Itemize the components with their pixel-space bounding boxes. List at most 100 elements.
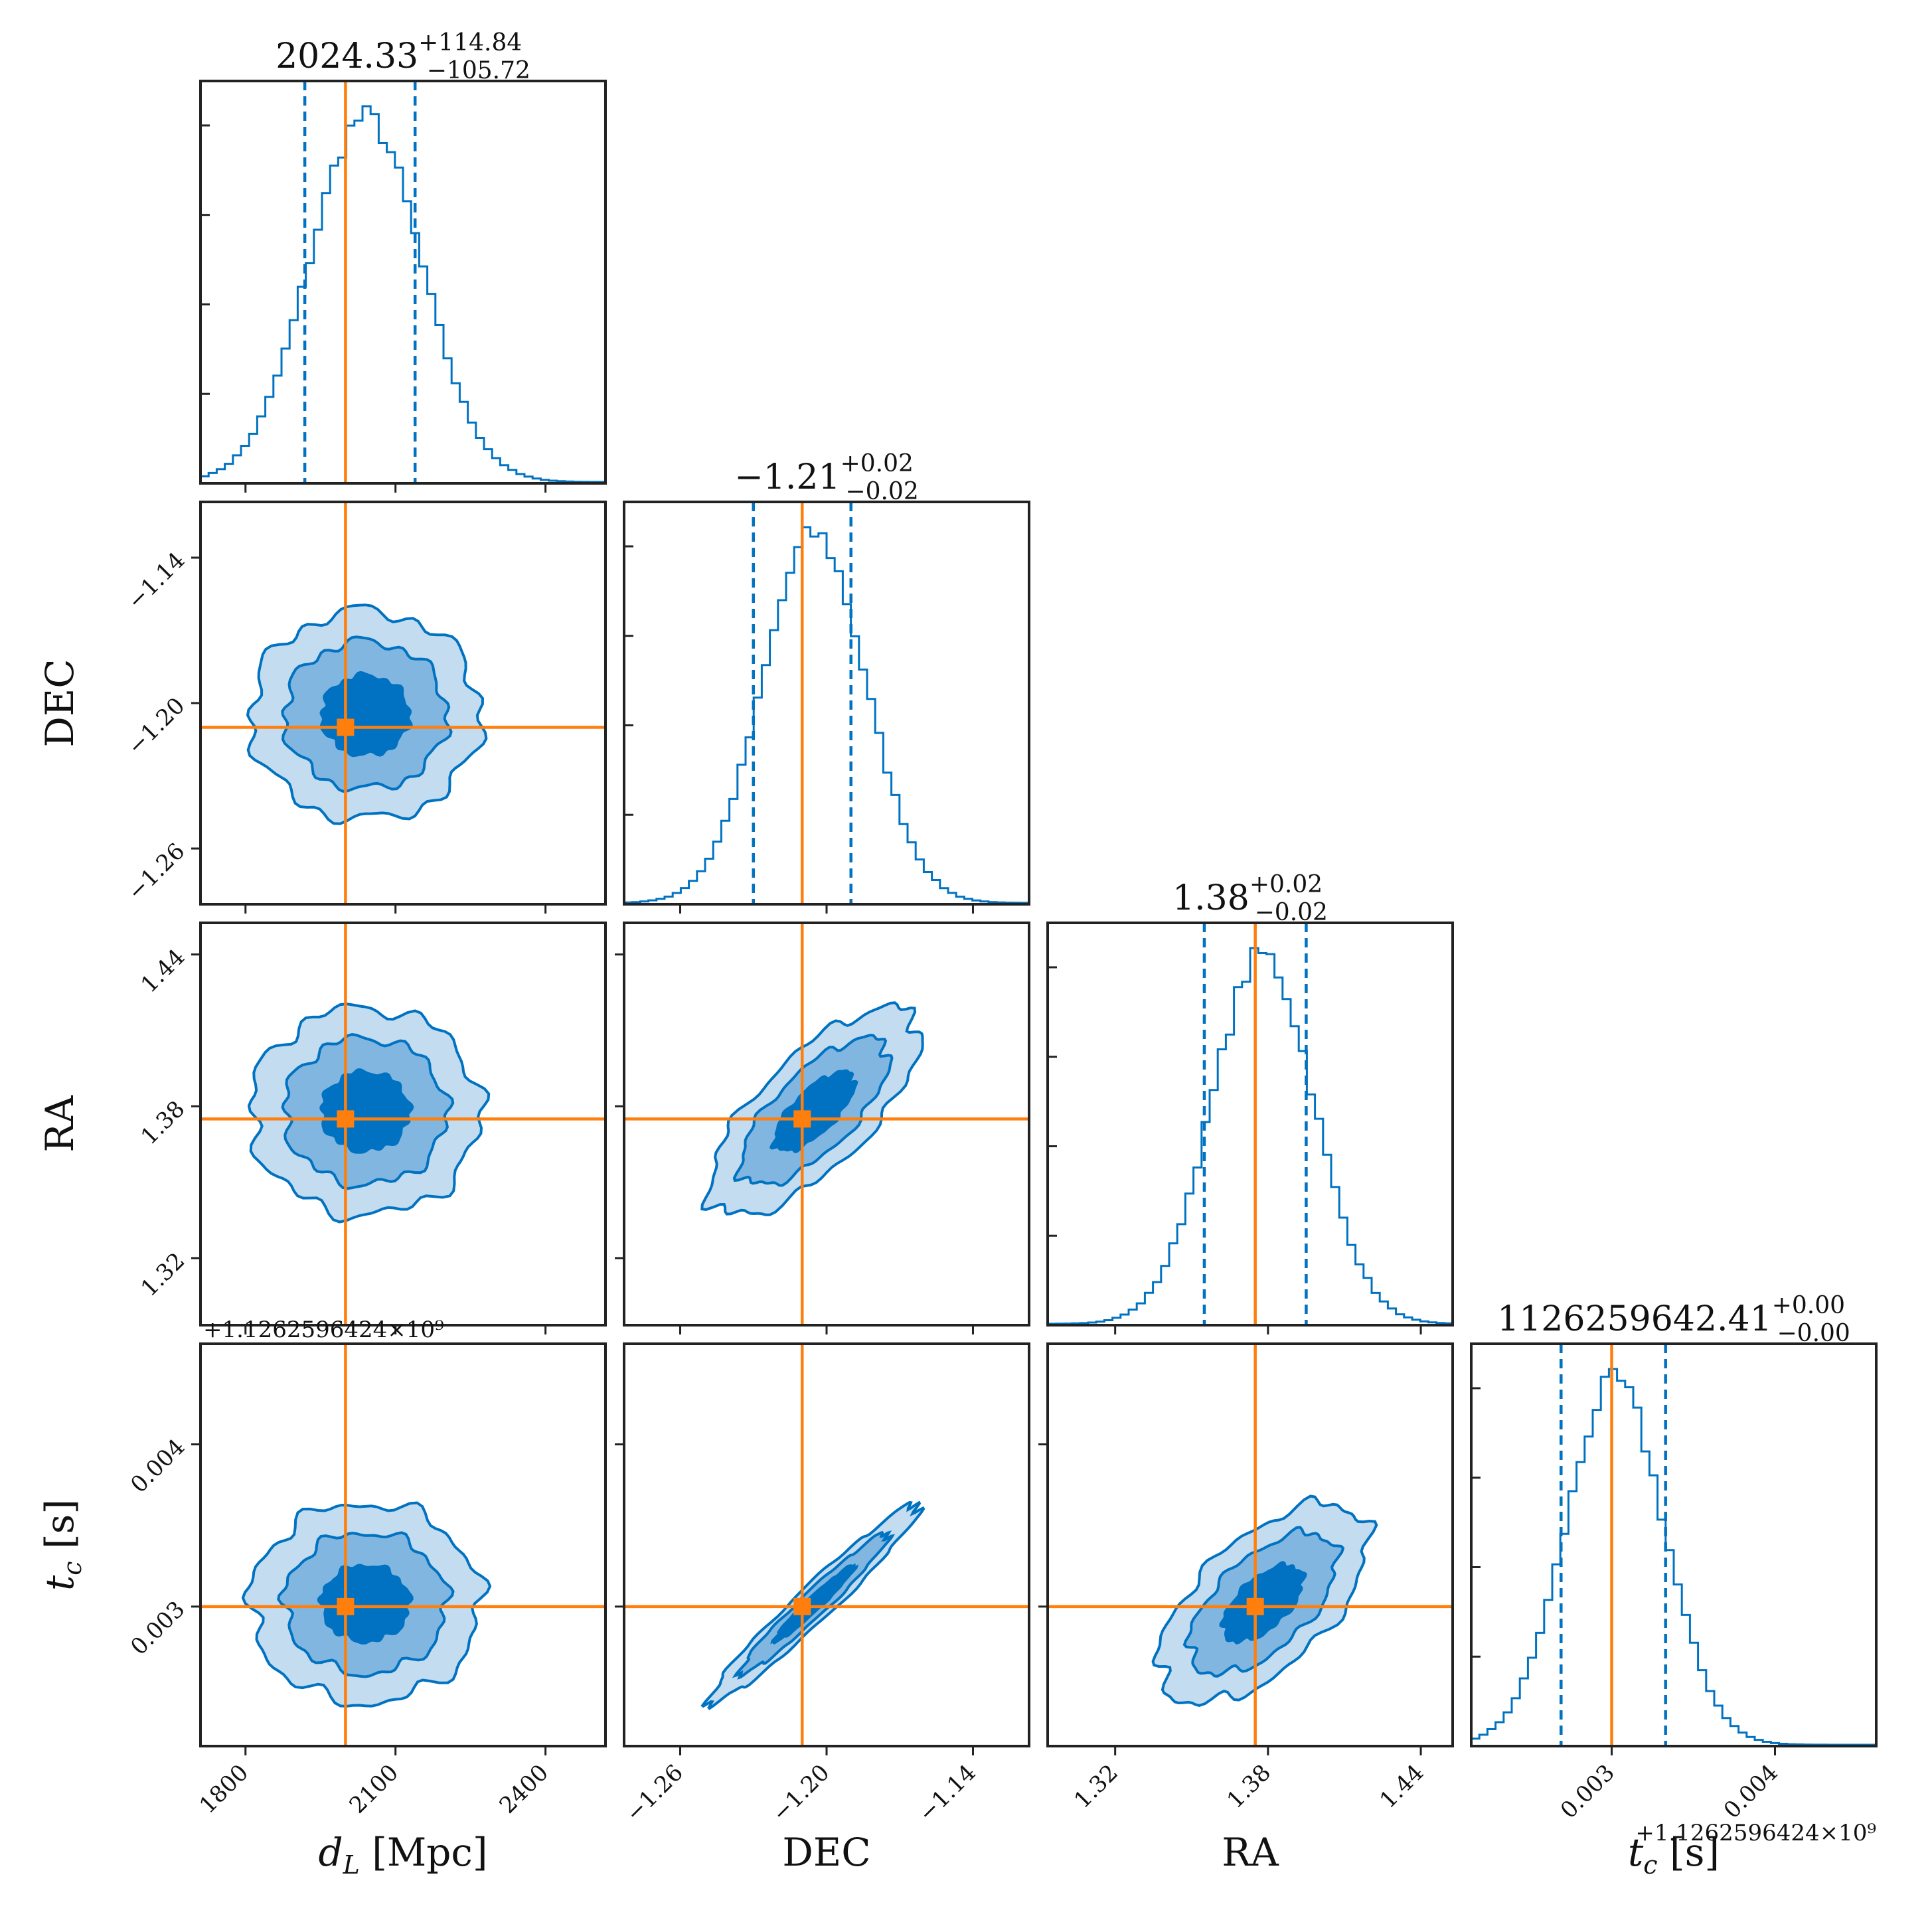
panel-frame	[1470, 1342, 1878, 1747]
contour-fill-level-3	[318, 1565, 412, 1644]
y-tick-label: 1.32	[136, 1248, 191, 1302]
x-tick-label: 1.32	[1069, 1759, 1123, 1814]
title-value: 1.38	[1172, 878, 1249, 918]
panel-content	[624, 502, 1029, 904]
contour-line-level-3	[317, 1564, 414, 1645]
title-dec: −1.21+0.02 −0.02	[734, 450, 919, 505]
x-tick-label: 1800	[195, 1759, 254, 1818]
truth-marker	[337, 1110, 355, 1128]
x-tick-label: 1.44	[1375, 1759, 1429, 1814]
axis-label-rest: [s]	[37, 1499, 82, 1561]
y-axis-label-tc: tc [s]	[37, 1499, 87, 1591]
panel-content	[201, 923, 605, 1325]
panel-content	[201, 81, 605, 483]
panel-dec-vs-dL: −1.26 −1.20 −1.14	[122, 501, 607, 914]
title-plus: +0.02	[841, 450, 914, 477]
title-value: 1126259642.41	[1497, 1299, 1772, 1339]
contour-line-level-1	[241, 1501, 492, 1708]
truth-marker	[337, 1597, 355, 1615]
histogram-dec	[624, 526, 1029, 904]
panel-content	[1471, 1344, 1876, 1746]
contour-fill-level-3	[321, 1070, 413, 1153]
panel-frame	[199, 922, 607, 1327]
axis-label-sub: c	[58, 1561, 87, 1575]
y-tick-label: 1.38	[136, 1095, 191, 1150]
truth-marker	[337, 718, 355, 736]
title-value: −1.21	[734, 457, 840, 497]
x-tick-label: −1.20	[767, 1759, 835, 1827]
panel-frame	[1046, 922, 1454, 1327]
y-tick-label: 0.003	[125, 1596, 190, 1660]
panel-tc-vs-dL: 1800 2100 2400 0.003 0.004	[125, 1342, 607, 1819]
axis-label-main: RA	[1222, 1830, 1279, 1875]
contour-line-level-3	[319, 1068, 414, 1154]
panel-frame	[1046, 1342, 1454, 1747]
y-axis-label-ra: RA	[37, 1095, 82, 1153]
panel-frame	[199, 1342, 607, 1747]
contour-line-level-2	[1182, 1526, 1345, 1678]
panel-content	[1048, 1344, 1453, 1746]
panel-content	[624, 923, 1029, 1325]
panel-ra-vs-dec	[615, 922, 1030, 1334]
contour-line-level-3	[770, 1563, 859, 1645]
axis-label-sub: c	[1643, 1850, 1657, 1880]
axis-label-main: DEC	[782, 1830, 870, 1875]
title-tc: 1126259642.41+0.00 −0.00	[1497, 1292, 1850, 1347]
y-tick-label: −1.14	[122, 547, 190, 615]
axis-label-sub: L	[343, 1850, 360, 1880]
x-tick-label: −1.14	[914, 1759, 981, 1827]
title-plus: +0.00	[1772, 1292, 1845, 1319]
panel-tc-vs-tc: 1126259642.41+0.00 −0.00 0.003 0.004	[1470, 1292, 1878, 1824]
panel-tc-vs-ra: 1.32 1.38 1.44	[1038, 1342, 1454, 1814]
title-ra: 1.38+0.02 −0.02	[1172, 871, 1328, 926]
panel-content	[1048, 923, 1453, 1325]
panel-frame	[199, 80, 607, 485]
y-tick-label: 0.004	[125, 1434, 190, 1498]
y-axis-label-dec: DEC	[37, 659, 82, 747]
x-axis-label-dec: DEC	[782, 1830, 870, 1875]
contour-line-level-2	[281, 1032, 455, 1190]
panel-content	[201, 1344, 605, 1746]
panel-frame	[623, 1342, 1030, 1747]
x-axis-label-dL: dL [Mpc]	[318, 1830, 487, 1880]
contour-line-level-2	[732, 1530, 896, 1680]
truth-marker	[1246, 1597, 1264, 1615]
axis-label-main: t	[1628, 1830, 1644, 1875]
histogram-ra	[1048, 947, 1453, 1325]
x-tick-label: 2400	[495, 1759, 554, 1818]
x-tick-label: 0.003	[1556, 1759, 1620, 1824]
x-axis-label-ra: RA	[1222, 1830, 1279, 1875]
contour-line-level-1	[246, 604, 488, 825]
panel-dL-vs-dL: 2024.33+114.84 −105.72	[199, 29, 607, 493]
panel-ra-vs-ra: 1.38+0.02 −0.02	[1046, 871, 1454, 1334]
title-dL: 2024.33+114.84 −105.72	[276, 29, 530, 84]
x-axis-label-tc: tc [s]	[1628, 1830, 1720, 1880]
contour-line-level-2	[732, 1033, 894, 1187]
y-tick-label: −1.20	[122, 692, 190, 760]
title-plus: +0.02	[1249, 871, 1323, 898]
truth-marker	[793, 1110, 811, 1128]
panel-content	[624, 1344, 1029, 1746]
histogram-dL	[201, 105, 605, 483]
x-tick-label: 1.38	[1222, 1759, 1276, 1814]
y-tick-label: 1.44	[136, 944, 191, 999]
contour-line-level-1	[1151, 1494, 1378, 1707]
x-tick-label: 2100	[345, 1759, 404, 1818]
x-tick-label: 0.004	[1719, 1759, 1783, 1824]
x-axis-offset-text: +1.1262596424×10⁹	[1635, 1820, 1876, 1846]
histogram-tc	[1471, 1368, 1876, 1746]
title-value: 2024.33	[276, 37, 418, 76]
contour-line-level-1	[700, 1001, 924, 1216]
axis-label-rest: [Mpc]	[360, 1830, 488, 1875]
panel-content	[201, 502, 605, 904]
contour-fill-level-3	[771, 1070, 857, 1152]
axis-label-rest: [s]	[1658, 1830, 1720, 1875]
contour-line-level-1	[700, 1500, 926, 1710]
axis-label-main: RA	[37, 1095, 82, 1153]
y-tick-label: −1.26	[122, 838, 190, 906]
contour-line-level-3	[769, 1069, 858, 1154]
axis-label-main: t	[37, 1575, 82, 1591]
axis-label-main: d	[318, 1830, 343, 1875]
axis-label-main: DEC	[37, 659, 82, 747]
contour-fill-level-3	[772, 1566, 856, 1643]
